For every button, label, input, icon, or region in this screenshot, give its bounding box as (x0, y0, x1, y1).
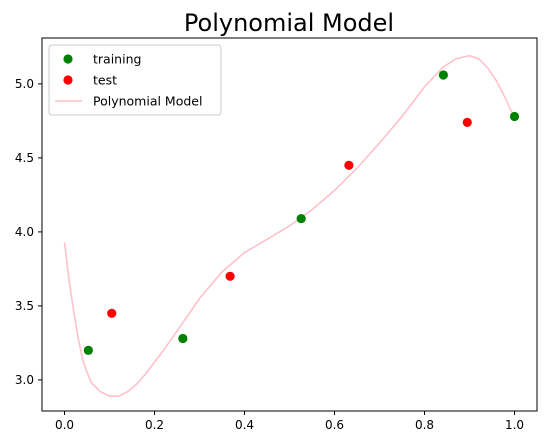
y-tick-label: 5.0 (15, 77, 34, 91)
legend-marker-test (63, 75, 73, 85)
y-tick-label: 4.5 (15, 151, 34, 165)
legend-label: test (93, 73, 117, 88)
y-axis: 3.0 3.5 4.0 4.5 5.0 (15, 77, 42, 387)
training-point (178, 333, 188, 344)
legend-label: Polynomial Model (93, 94, 202, 109)
test-point (107, 308, 117, 318)
x-tick-label: 1.0 (505, 418, 524, 432)
polynomial-model-line (63, 54, 516, 397)
x-axis: 0.0 0.2 0.4 0.6 0.8 1.0 (55, 411, 524, 432)
y-tick-label: 3.5 (15, 299, 34, 313)
x-tick-label: 0.8 (415, 418, 434, 432)
training-point (296, 213, 306, 224)
training-point (438, 70, 448, 80)
test-point (462, 117, 472, 127)
legend: training test Polynomial Model (48, 44, 222, 116)
y-tick-label: 3.0 (15, 373, 34, 387)
legend-label: training (93, 52, 141, 67)
x-tick-label: 0.6 (325, 418, 344, 432)
series-layer (63, 54, 520, 397)
legend-marker-training (63, 54, 73, 64)
legend-box (48, 44, 222, 116)
test-point (344, 160, 354, 170)
chart-title: Polynomial Model (184, 9, 394, 37)
y-tick-label: 4.0 (15, 225, 34, 239)
test-point (225, 271, 235, 281)
x-tick-label: 0.2 (145, 418, 164, 432)
training-point (83, 345, 93, 355)
x-tick-label: 0.0 (55, 418, 74, 432)
training-point (509, 111, 520, 122)
plot-area (41, 37, 538, 412)
x-tick-label: 0.4 (235, 418, 254, 432)
